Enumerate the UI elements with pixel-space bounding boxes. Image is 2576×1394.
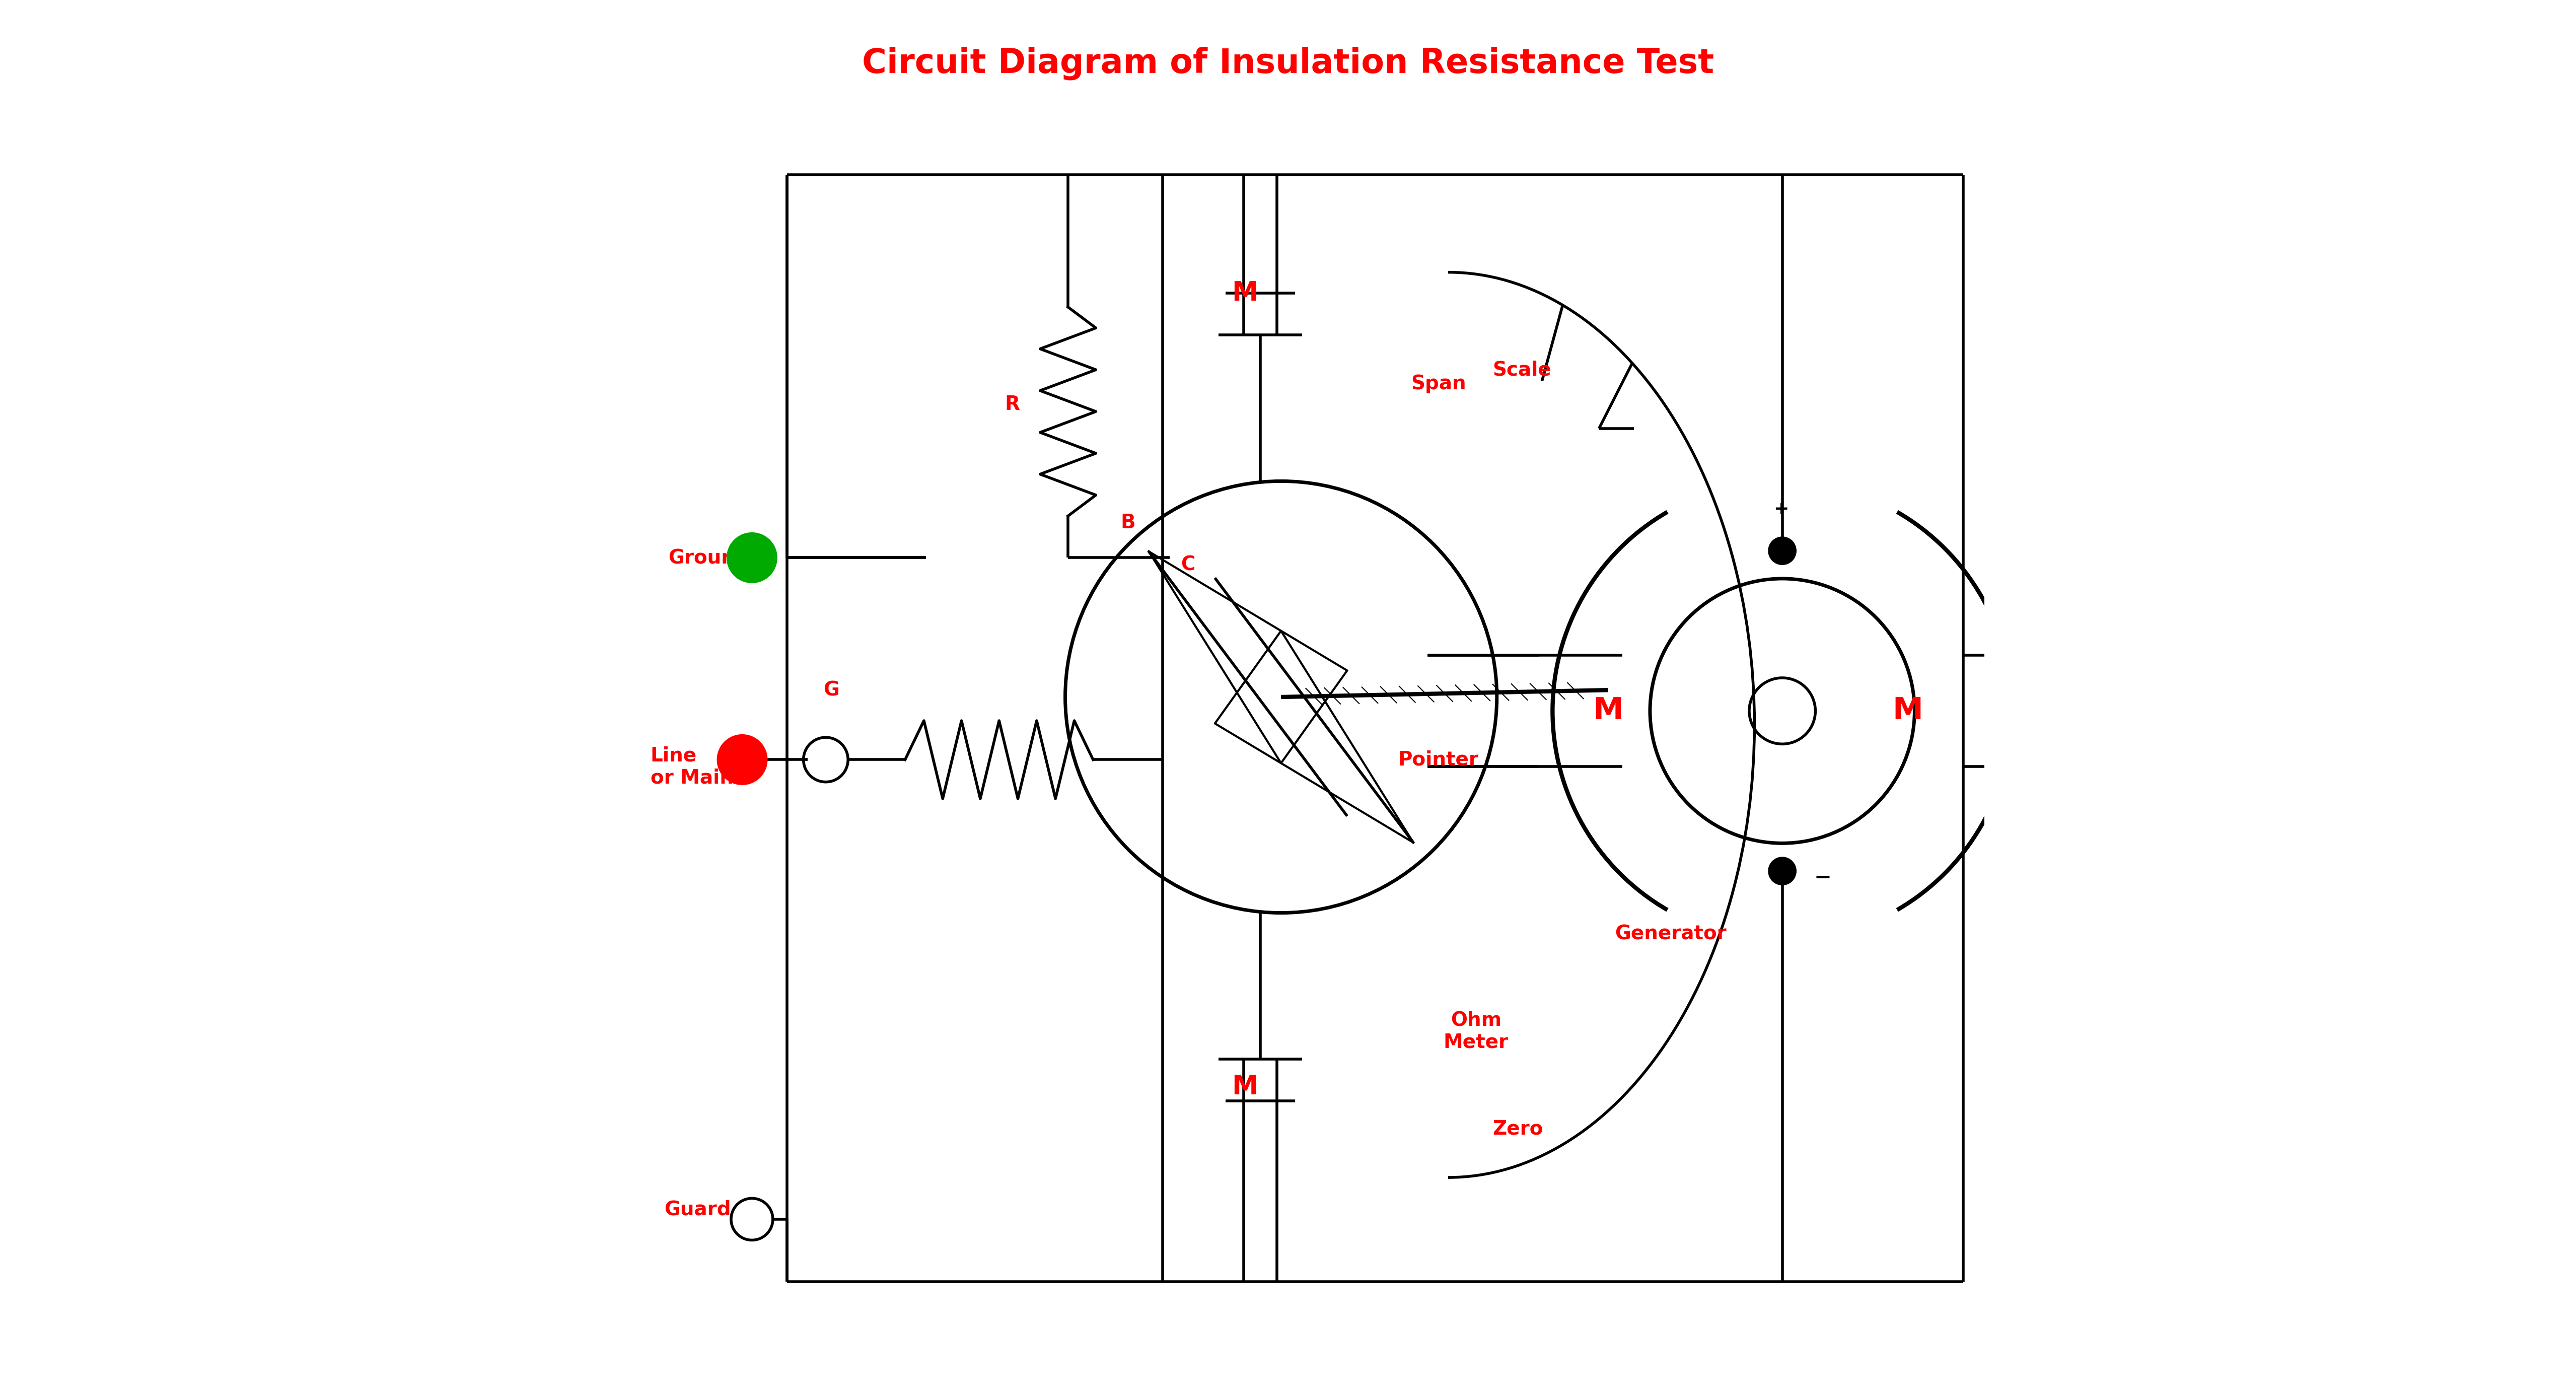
Text: M: M <box>1231 1073 1257 1100</box>
Text: +: + <box>1772 500 1788 517</box>
Text: −: − <box>1814 867 1832 888</box>
Text: Span: Span <box>1412 374 1466 393</box>
Text: R: R <box>1005 395 1020 414</box>
Text: Line
or Mains: Line or Mains <box>649 746 744 788</box>
Text: Ground: Ground <box>667 548 750 567</box>
Text: B: B <box>1121 513 1136 533</box>
Text: C: C <box>1180 555 1195 574</box>
Text: Circuit Diagram of Insulation Resistance Test: Circuit Diagram of Insulation Resistance… <box>863 46 1713 79</box>
Circle shape <box>1767 537 1795 565</box>
Text: Pointer: Pointer <box>1399 750 1479 769</box>
Circle shape <box>1767 857 1795 885</box>
Circle shape <box>716 735 768 785</box>
Text: Scale: Scale <box>1492 360 1551 379</box>
Text: M: M <box>1231 280 1257 307</box>
Text: M: M <box>1592 696 1623 726</box>
Text: Zero: Zero <box>1492 1119 1543 1139</box>
Text: G: G <box>824 680 840 700</box>
Circle shape <box>726 533 778 583</box>
Text: Ohm
Meter: Ohm Meter <box>1443 1011 1510 1052</box>
Text: Generator: Generator <box>1615 924 1726 944</box>
Text: M: M <box>1893 696 1922 726</box>
Text: Guard: Guard <box>665 1200 732 1218</box>
